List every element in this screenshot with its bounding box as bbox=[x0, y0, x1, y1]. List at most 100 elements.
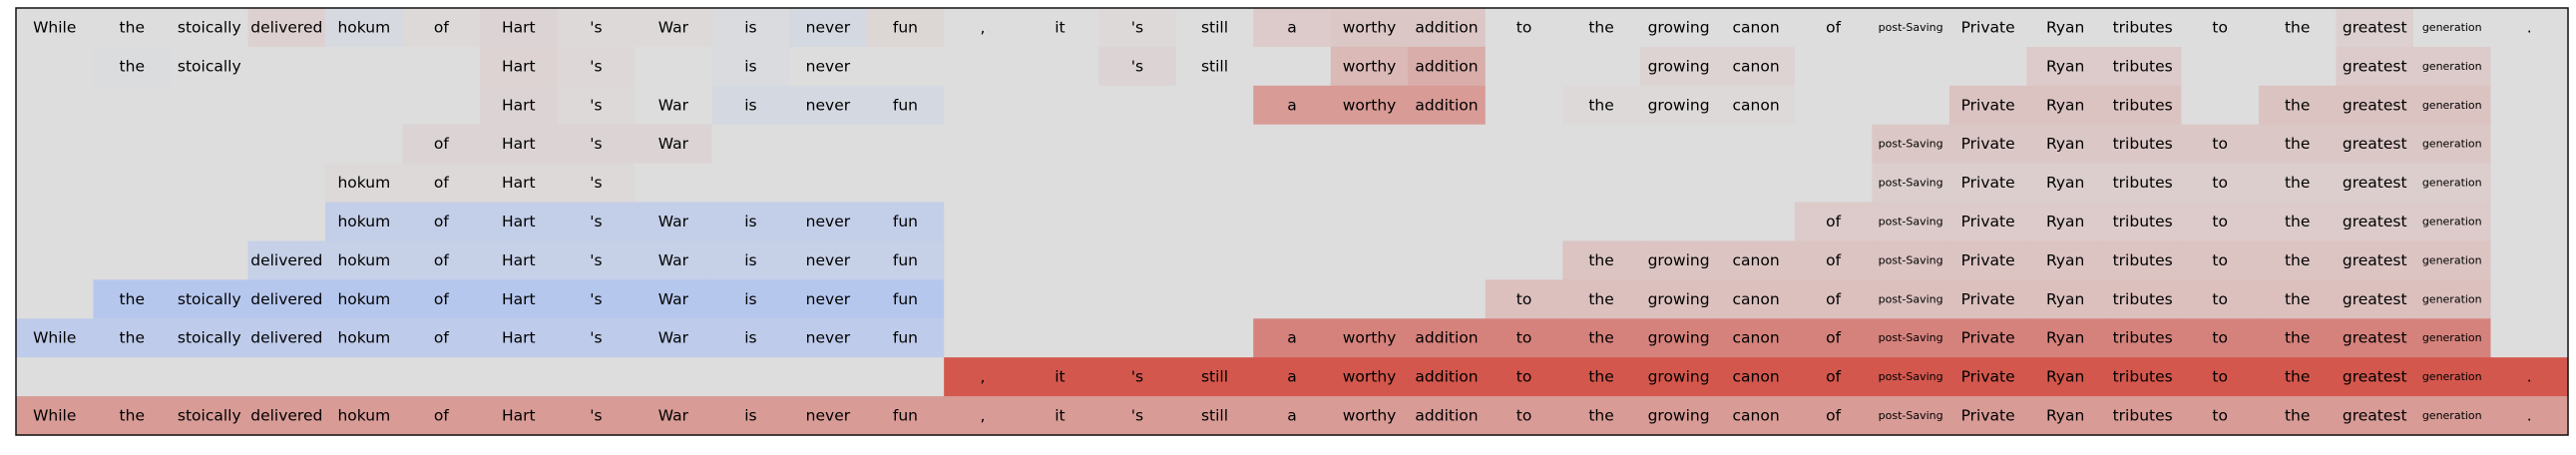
heatmap-cell bbox=[325, 85, 404, 126]
heatmap-cell bbox=[1485, 318, 1563, 358]
heatmap-cell bbox=[711, 202, 790, 242]
token-label: of bbox=[434, 290, 449, 308]
heatmap-cell bbox=[1175, 8, 1254, 48]
heatmap-cell bbox=[325, 46, 404, 87]
heatmap-cell bbox=[944, 279, 1023, 319]
heatmap-cell bbox=[1948, 202, 2027, 242]
token-label: still bbox=[1201, 57, 1228, 75]
token-label: generation bbox=[2422, 21, 2482, 34]
heatmap-cell bbox=[2258, 46, 2338, 87]
token-label: 's bbox=[590, 57, 602, 75]
heatmap-cell bbox=[2490, 357, 2569, 397]
token-label: Private bbox=[1961, 407, 2015, 425]
heatmap-cell bbox=[1408, 85, 1487, 126]
heatmap-cell bbox=[16, 396, 95, 436]
heatmap-cell bbox=[1794, 279, 1873, 319]
heatmap-cell bbox=[1562, 202, 1641, 242]
token-label: to bbox=[1516, 18, 1532, 36]
heatmap-cell bbox=[2026, 318, 2105, 358]
heatmap-cell bbox=[2412, 163, 2492, 204]
token-label: Ryan bbox=[2046, 174, 2084, 192]
token-label: tributes bbox=[2113, 329, 2173, 347]
heatmap-cell bbox=[2412, 396, 2492, 436]
token-label: it bbox=[1055, 18, 1065, 36]
token-label: the bbox=[1588, 407, 1613, 425]
heatmap-cell bbox=[635, 396, 713, 436]
heatmap-cell bbox=[1639, 124, 1718, 165]
heatmap-cell bbox=[1639, 318, 1718, 358]
token-label: War bbox=[658, 329, 689, 347]
token-label: still bbox=[1201, 18, 1228, 36]
heatmap-cell bbox=[402, 163, 481, 204]
heatmap-cell bbox=[711, 279, 790, 319]
heatmap-cell bbox=[789, 8, 868, 48]
heatmap-cell bbox=[2103, 46, 2183, 87]
heatmap-cell bbox=[1639, 396, 1718, 436]
token-label: growing bbox=[1648, 407, 1710, 425]
token-label: greatest bbox=[2343, 251, 2407, 269]
heatmap-cell bbox=[2336, 279, 2414, 319]
heatmap-cell bbox=[171, 357, 249, 397]
token-label: hokum bbox=[337, 213, 390, 230]
heatmap-cell bbox=[93, 318, 172, 358]
token-label: of bbox=[1826, 329, 1841, 347]
heatmap-cell bbox=[557, 163, 636, 204]
token-label: of bbox=[434, 174, 449, 192]
token-label: a bbox=[1287, 96, 1297, 114]
heatmap-cell bbox=[635, 357, 713, 397]
token-label: a bbox=[1287, 368, 1297, 386]
heatmap-cell bbox=[2336, 163, 2414, 204]
token-label: never bbox=[806, 96, 851, 114]
heatmap-cell bbox=[711, 124, 790, 165]
token-label: tributes bbox=[2113, 213, 2173, 230]
heatmap-cell bbox=[1408, 46, 1487, 87]
token-label: War bbox=[658, 18, 689, 36]
heatmap-cell bbox=[171, 46, 249, 87]
heatmap-cell bbox=[2336, 202, 2414, 242]
token-label: stoically bbox=[178, 329, 241, 347]
token-label: generation bbox=[2422, 331, 2482, 344]
heatmap-cells bbox=[16, 8, 2569, 436]
heatmap-cell bbox=[1562, 240, 1641, 280]
token-label: 's bbox=[590, 290, 602, 308]
heatmap-cell bbox=[866, 240, 945, 280]
token-label: addition bbox=[1415, 368, 1478, 386]
heatmap-cell bbox=[247, 240, 326, 280]
token-label: to bbox=[2212, 213, 2228, 230]
heatmap-cell bbox=[1872, 163, 1950, 204]
heatmap-cell bbox=[1098, 279, 1177, 319]
heatmap-token-labels: While the stoically delivered hokum of Hart 's W… bbox=[33, 18, 2532, 424]
heatmap-cell bbox=[1562, 163, 1641, 204]
heatmap-cell bbox=[1175, 279, 1254, 319]
heatmap-cell bbox=[2258, 318, 2338, 358]
token-label: the bbox=[2285, 368, 2310, 386]
heatmap-cell bbox=[944, 202, 1023, 242]
heatmap-cell bbox=[2490, 202, 2569, 242]
heatmap-cell bbox=[1794, 85, 1873, 126]
heatmap-cell bbox=[2181, 85, 2260, 126]
token-label: tributes bbox=[2113, 290, 2173, 308]
heatmap-cell bbox=[247, 124, 326, 165]
heatmap-cell bbox=[2181, 318, 2260, 358]
heatmap-cell bbox=[1175, 357, 1254, 397]
heatmap-cell bbox=[2258, 124, 2338, 165]
token-label: is bbox=[744, 407, 756, 425]
token-label: is bbox=[744, 213, 756, 230]
heatmap-cell bbox=[866, 396, 945, 436]
heatmap-cell bbox=[1562, 8, 1641, 48]
heatmap-cell bbox=[1562, 46, 1641, 87]
token-label: the bbox=[120, 407, 145, 425]
heatmap-cell bbox=[1717, 318, 1796, 358]
heatmap-cell bbox=[1330, 396, 1409, 436]
heatmap-cell bbox=[866, 163, 945, 204]
token-label: canon bbox=[1733, 57, 1780, 75]
token-label: to bbox=[1516, 407, 1532, 425]
token-label: of bbox=[1826, 213, 1841, 230]
heatmap-cell bbox=[635, 124, 713, 165]
heatmap-cell bbox=[1794, 396, 1873, 436]
heatmap-cell bbox=[247, 46, 326, 87]
heatmap-cell bbox=[16, 8, 95, 48]
heatmap-cell bbox=[1639, 163, 1718, 204]
token-label: post-Saving bbox=[1879, 292, 1943, 305]
token-label: Private bbox=[1961, 329, 2015, 347]
